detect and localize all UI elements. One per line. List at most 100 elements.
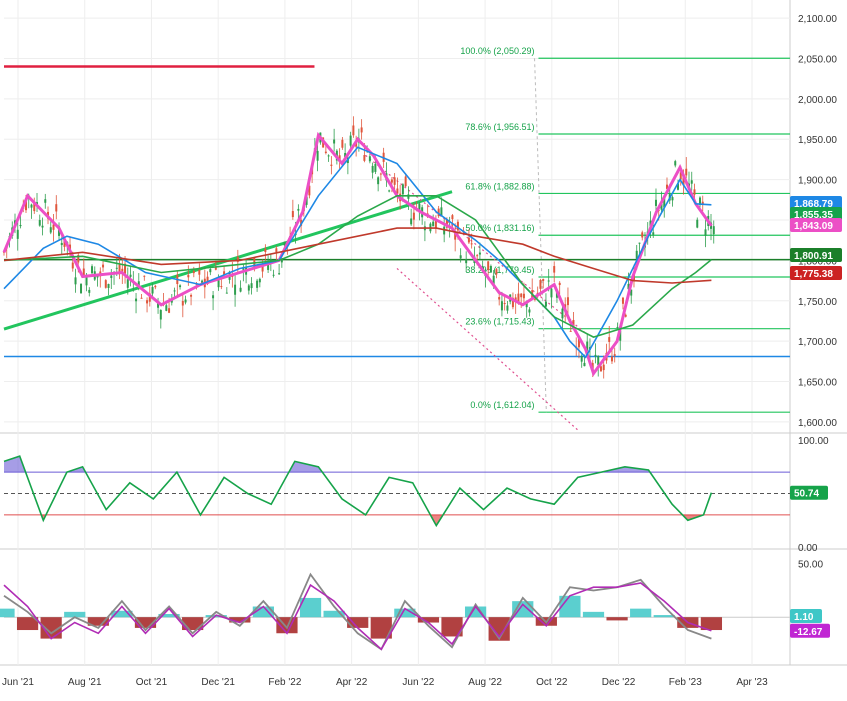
candle-body xyxy=(291,211,294,218)
y-tick-label: 2,000.00 xyxy=(798,95,837,106)
y-tick-label: 1,900.00 xyxy=(798,176,837,187)
y-tick-label: 1,950.00 xyxy=(798,135,837,146)
candle-body xyxy=(597,355,600,366)
candle-body xyxy=(308,185,311,196)
y-tick-label: 1,650.00 xyxy=(798,378,837,389)
candle-body xyxy=(410,218,413,225)
candle-body xyxy=(602,364,605,371)
macd-histogram-bar xyxy=(464,606,487,618)
price-badge-label: 1,775.38 xyxy=(794,269,833,280)
candle-body xyxy=(104,280,107,288)
candle-body xyxy=(25,200,28,211)
macd-histogram-bar xyxy=(87,617,109,626)
ma-red-line xyxy=(3,227,712,284)
candle-body xyxy=(129,274,132,277)
candle-body xyxy=(528,309,531,313)
candle-body xyxy=(297,208,300,211)
candle-body xyxy=(619,330,622,341)
candle-body xyxy=(217,280,220,288)
macd-histogram-bar xyxy=(441,617,463,637)
candle-body xyxy=(454,230,457,240)
candle-body xyxy=(124,263,127,274)
candle-body xyxy=(506,305,509,311)
candle-body xyxy=(267,264,270,270)
candle-body xyxy=(80,284,83,294)
x-tick-label: Jun '22 xyxy=(402,677,434,688)
macd-histogram-bar xyxy=(347,617,369,628)
macd-histogram-bar xyxy=(488,617,510,641)
candle-body xyxy=(272,274,275,276)
candle-body xyxy=(624,314,627,317)
x-tick-label: Jun '21 xyxy=(2,677,34,688)
candle-body xyxy=(96,275,99,278)
macd-histogram-bar xyxy=(64,611,86,618)
candle-body xyxy=(283,241,286,246)
candle-body xyxy=(630,289,633,296)
candle-body xyxy=(278,273,281,275)
candle-body xyxy=(41,225,44,228)
price-badge-label: 1,800.91 xyxy=(794,251,833,262)
candle-body xyxy=(71,262,74,269)
candle-body xyxy=(264,248,267,253)
candle-body xyxy=(696,219,699,228)
candle-body xyxy=(88,289,91,293)
price-badge xyxy=(790,266,842,280)
trend-channel-upper xyxy=(365,154,587,334)
candle-body xyxy=(685,168,688,176)
osc-line xyxy=(3,455,713,528)
candle-body xyxy=(635,250,638,259)
macd-histogram-bar xyxy=(252,606,274,618)
candle-body xyxy=(368,156,371,162)
candle-body xyxy=(393,177,396,185)
candle-body xyxy=(544,301,547,307)
price-badge xyxy=(790,248,842,262)
candle-body xyxy=(157,302,160,308)
candle-body xyxy=(33,203,36,212)
candle-body xyxy=(82,268,85,276)
candle-body xyxy=(621,297,624,304)
macd-histogram-bar xyxy=(111,610,133,618)
candle-body xyxy=(261,265,264,272)
candle-body xyxy=(445,219,448,228)
osc-y-tick-label: 100.00 xyxy=(798,436,829,447)
y-tick-label: 2,100.00 xyxy=(798,14,837,25)
candle-body xyxy=(179,285,182,288)
candle-body xyxy=(522,293,525,299)
candle-body xyxy=(206,276,209,285)
candle-body xyxy=(616,326,619,328)
candle-body xyxy=(344,152,347,158)
x-tick-label: Oct '22 xyxy=(536,677,568,688)
price-badge-label: 1,868.79 xyxy=(794,199,833,210)
candle-body xyxy=(225,292,228,294)
candle-body xyxy=(352,125,355,136)
price-badge-label: 1,855.35 xyxy=(794,210,833,221)
candle-body xyxy=(107,284,110,288)
candle-body xyxy=(234,284,237,295)
candle-body xyxy=(239,287,242,292)
x-tick-label: Apr '23 xyxy=(736,677,768,688)
candle-body xyxy=(465,259,468,264)
candle-body xyxy=(525,301,528,308)
candle-body xyxy=(220,286,223,288)
macd-value-label: 1.10 xyxy=(794,612,814,623)
macd-signal-label: -12.67 xyxy=(794,627,823,638)
candle-body xyxy=(327,155,330,157)
candle-body xyxy=(654,199,657,206)
candle-body xyxy=(341,139,344,148)
macd-histogram-bar xyxy=(559,595,581,618)
candle-body xyxy=(613,354,616,356)
candle-body xyxy=(674,161,677,166)
candle-body xyxy=(539,279,542,289)
candle-body xyxy=(699,197,702,206)
macd-histogram-bar xyxy=(229,617,251,623)
x-tick-label: Feb '22 xyxy=(268,677,301,688)
candle-body xyxy=(214,267,217,270)
x-tick-label: Feb '23 xyxy=(669,677,702,688)
macd-histogram-bar xyxy=(606,617,628,621)
candle-body xyxy=(151,287,154,294)
candle-body xyxy=(712,226,715,235)
ma-pink-line xyxy=(2,131,713,377)
candle-body xyxy=(487,261,490,271)
candle-body xyxy=(377,177,380,185)
